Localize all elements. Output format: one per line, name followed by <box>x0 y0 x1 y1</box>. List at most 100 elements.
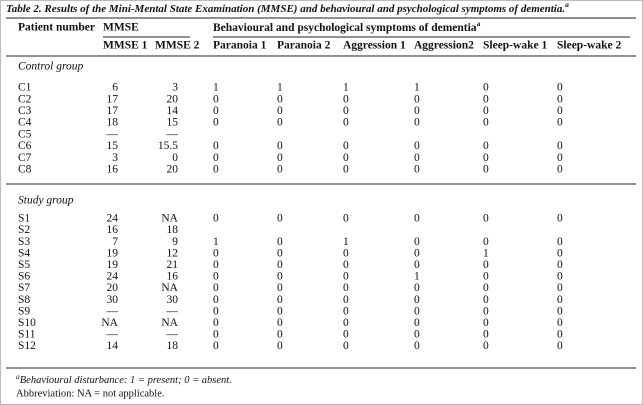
cell: 0 <box>277 105 283 117</box>
cell: 0 <box>277 294 283 306</box>
cell: C6 <box>18 140 32 152</box>
cell: NA <box>161 282 178 294</box>
cell: — <box>106 128 119 140</box>
cell: 0 <box>343 259 349 271</box>
cell: 0 <box>557 305 563 317</box>
cell: 0 <box>557 140 563 152</box>
cell: 18 <box>167 224 179 236</box>
cell: 3 <box>172 82 178 94</box>
cell: C1 <box>18 82 32 94</box>
cell: 6 <box>112 82 118 94</box>
cell: 0 <box>414 236 420 248</box>
cell: 17 <box>107 93 119 105</box>
group-label: Study group <box>18 195 74 207</box>
cell: S1 <box>18 213 30 225</box>
cell: — <box>166 305 179 317</box>
cell: 1 <box>277 82 283 94</box>
cell: — <box>106 329 119 341</box>
cell: 1 <box>343 236 349 248</box>
cell: NA <box>101 317 118 329</box>
cell: 0 <box>277 164 283 176</box>
cell: 0 <box>557 93 563 105</box>
cell: — <box>166 128 179 140</box>
cell: 0 <box>414 152 420 164</box>
cell: 0 <box>414 340 420 352</box>
cell: S2 <box>18 224 30 236</box>
cell: 0 <box>343 140 349 152</box>
cell: 20 <box>167 93 179 105</box>
cell: 0 <box>213 105 219 117</box>
cell: 0 <box>414 247 420 259</box>
cell: 0 <box>414 213 420 225</box>
cell: S10 <box>18 317 36 329</box>
cell: 3 <box>112 152 118 164</box>
cell: 14 <box>107 340 119 352</box>
cell: 0 <box>343 340 349 352</box>
cell: 9 <box>172 236 178 248</box>
group-label: Control group <box>18 61 84 73</box>
cell: 0 <box>557 247 563 259</box>
cell: 0 <box>277 93 283 105</box>
cell: 0 <box>343 152 349 164</box>
cell: 0 <box>414 164 420 176</box>
cell: 0 <box>483 329 489 341</box>
cell: NA <box>161 317 178 329</box>
cell: 0 <box>343 105 349 117</box>
cell: 0 <box>343 305 349 317</box>
header-cell: MMSE <box>103 22 139 34</box>
cell: 0 <box>277 271 283 283</box>
cell: 0 <box>414 294 420 306</box>
header-cell: Aggression2 <box>414 40 474 52</box>
cell: 16 <box>107 164 119 176</box>
cell: 0 <box>213 305 219 317</box>
cell: 0 <box>213 213 219 225</box>
cell: 0 <box>414 259 420 271</box>
cell: 0 <box>277 329 283 341</box>
cell: 0 <box>343 329 349 341</box>
cell: 0 <box>483 140 489 152</box>
cell: 0 <box>277 140 283 152</box>
header-cell: Aggression 1 <box>343 40 406 52</box>
cell: S4 <box>18 247 30 259</box>
header-cell: Paranoia 1 <box>213 40 267 52</box>
cell: 0 <box>172 152 178 164</box>
cell: 0 <box>213 294 219 306</box>
cell: 0 <box>483 93 489 105</box>
cell: 0 <box>213 152 219 164</box>
cell: 15.5 <box>158 140 178 152</box>
cell: 0 <box>414 282 420 294</box>
header-cell: Patient number <box>18 22 95 34</box>
cell: 0 <box>213 329 219 341</box>
cell: 18 <box>107 117 119 129</box>
cell: 16 <box>107 224 119 236</box>
cell: 0 <box>557 271 563 283</box>
cell: 19 <box>107 259 119 271</box>
cell: 0 <box>483 164 489 176</box>
cell: 15 <box>167 117 179 129</box>
cell: 1 <box>414 82 420 94</box>
cell: 0 <box>414 305 420 317</box>
cell: 0 <box>414 117 420 129</box>
cell: S8 <box>18 294 30 306</box>
cell: 0 <box>277 236 283 248</box>
header-cell: Sleep-wake 2 <box>557 40 621 52</box>
cell: 1 <box>213 82 219 94</box>
cell: 0 <box>213 117 219 129</box>
cell: 0 <box>213 247 219 259</box>
cell: 0 <box>483 340 489 352</box>
cell: C3 <box>18 105 32 117</box>
cell: 30 <box>167 294 179 306</box>
footnote: Abbreviation: NA = not applicable. <box>16 388 165 399</box>
cell: 0 <box>557 82 563 94</box>
cell: 0 <box>277 305 283 317</box>
cell: S3 <box>18 236 30 248</box>
cell: 19 <box>107 247 119 259</box>
cell: 0 <box>483 152 489 164</box>
cell: S11 <box>18 329 36 341</box>
cell: 0 <box>343 317 349 329</box>
cell: S5 <box>18 259 30 271</box>
cell: 0 <box>277 117 283 129</box>
cell: 0 <box>483 259 489 271</box>
cell: 0 <box>483 105 489 117</box>
cell: 30 <box>107 294 119 306</box>
